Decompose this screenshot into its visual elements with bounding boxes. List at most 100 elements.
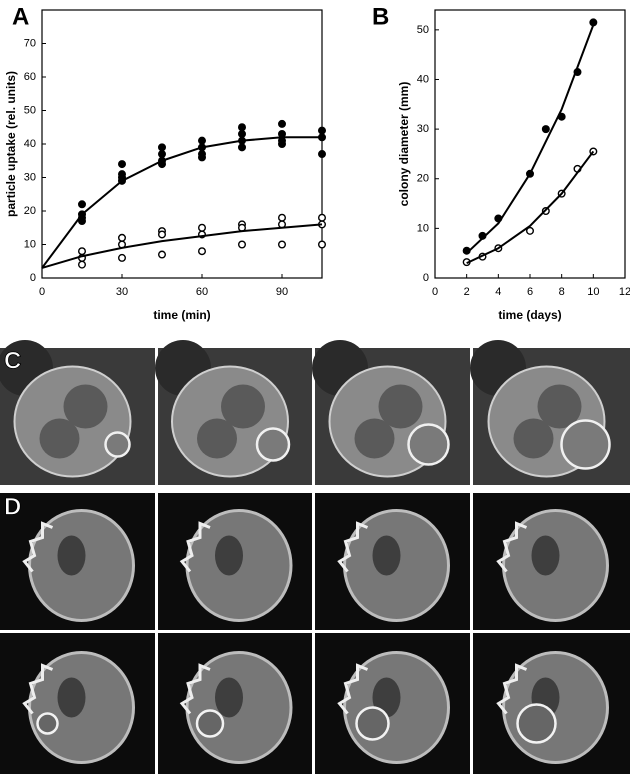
data-point <box>117 160 126 169</box>
y-axis-label: particle uptake (rel. units) <box>4 71 18 217</box>
x-tick-label: 8 <box>559 286 565 298</box>
nucleus <box>57 535 86 576</box>
nucleus <box>378 384 423 429</box>
y-tick-label: 40 <box>417 73 429 85</box>
panel-label: C <box>4 347 21 374</box>
phagosome <box>36 712 59 735</box>
y-tick-label: 50 <box>417 24 429 36</box>
y-tick-label: 40 <box>24 138 36 150</box>
phagosome <box>560 419 611 470</box>
y-tick-label: 30 <box>417 123 429 135</box>
data-point <box>318 213 327 222</box>
phagosome <box>195 709 225 738</box>
data-point <box>237 240 246 249</box>
phagosome <box>516 703 557 744</box>
phagosome <box>407 423 450 466</box>
phagosome <box>355 706 390 741</box>
data-point <box>77 247 86 256</box>
data-point <box>197 153 206 162</box>
ruffle <box>22 521 54 573</box>
nucleus <box>513 418 554 459</box>
nucleus <box>354 418 395 459</box>
x-tick-label: 4 <box>495 286 501 298</box>
x-tick-label: 30 <box>116 286 128 298</box>
x-axis-label: time (min) <box>153 308 210 322</box>
data-point <box>318 150 327 159</box>
ruffle <box>496 521 528 573</box>
nucleus <box>57 677 86 718</box>
ruffle <box>22 663 54 715</box>
fit-line <box>41 223 323 269</box>
y-tick-label: 30 <box>24 171 36 183</box>
nucleus <box>531 535 560 576</box>
x-tick-label: 10 <box>587 286 599 298</box>
data-point <box>157 230 166 239</box>
data-point <box>278 139 287 148</box>
x-tick-label: 60 <box>196 286 208 298</box>
data-point <box>237 143 246 152</box>
data-point <box>197 223 206 232</box>
nucleus <box>197 418 237 459</box>
data-point <box>278 213 287 222</box>
data-point <box>157 143 166 152</box>
y-tick-label: 10 <box>417 222 429 234</box>
data-point <box>157 250 166 259</box>
ruffle <box>337 663 369 715</box>
data-point <box>157 150 166 159</box>
x-tick-label: 0 <box>432 286 438 298</box>
data-point <box>278 240 287 249</box>
y-tick-label: 20 <box>24 205 36 217</box>
panel-label: D <box>4 493 21 520</box>
data-point <box>77 200 86 209</box>
phagosome <box>104 431 131 458</box>
y-tick-label: 0 <box>423 272 429 284</box>
nucleus <box>221 384 265 429</box>
data-point <box>589 18 598 27</box>
ruffle <box>496 663 528 715</box>
ruffle <box>337 521 369 573</box>
nucleus <box>215 677 243 718</box>
nucleus <box>537 384 582 429</box>
data-point <box>237 129 246 138</box>
y-axis-label: colony diameter (mm) <box>397 82 411 207</box>
fit-line <box>466 150 595 265</box>
y-tick-label: 70 <box>24 37 36 49</box>
phagosome <box>255 427 291 462</box>
x-tick-label: 90 <box>276 286 288 298</box>
x-tick-label: 12 <box>619 286 630 298</box>
plot-frame <box>434 9 626 279</box>
nucleus <box>372 535 401 576</box>
y-tick-label: 20 <box>417 173 429 185</box>
data-point <box>526 226 535 235</box>
data-point <box>541 125 550 134</box>
data-point <box>117 233 126 242</box>
nucleus <box>63 384 108 429</box>
data-point <box>117 253 126 262</box>
fit-line <box>465 24 595 254</box>
x-axis-label: time (days) <box>498 308 561 322</box>
x-tick-label: 2 <box>464 286 470 298</box>
y-tick-label: 10 <box>24 238 36 250</box>
data-point <box>278 119 287 128</box>
data-point <box>237 123 246 132</box>
nucleus <box>372 677 401 718</box>
x-tick-label: 6 <box>527 286 533 298</box>
data-point <box>318 240 327 249</box>
data-point <box>197 247 206 256</box>
data-point <box>278 129 287 138</box>
data-point <box>77 217 86 226</box>
data-point <box>318 126 327 135</box>
ruffle <box>179 663 211 715</box>
y-tick-label: 60 <box>24 71 36 83</box>
panel-label: A <box>12 3 29 30</box>
nucleus <box>215 535 243 576</box>
panel-label: B <box>372 3 389 30</box>
y-tick-label: 50 <box>24 104 36 116</box>
ruffle <box>179 521 211 573</box>
y-tick-label: 0 <box>30 272 36 284</box>
fit-line <box>41 136 322 269</box>
x-tick-label: 0 <box>39 286 45 298</box>
data-point <box>77 260 86 269</box>
nucleus <box>39 418 80 459</box>
